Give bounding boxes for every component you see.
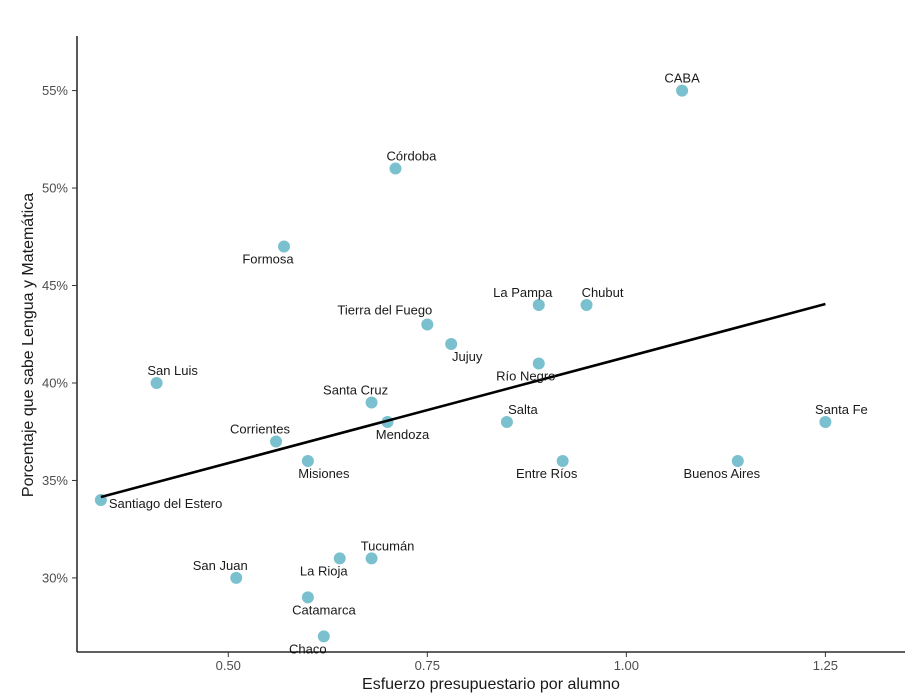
data-point	[556, 454, 569, 467]
y-tick-label: 40%	[42, 375, 68, 390]
data-point	[333, 552, 346, 565]
data-point	[580, 299, 593, 312]
data-point	[301, 591, 314, 604]
x-tick-label: 1.00	[614, 658, 639, 673]
x-tick-label: 0.75	[415, 658, 440, 673]
data-point	[731, 454, 744, 467]
data-point	[365, 552, 378, 565]
y-axis-title: Porcentaje que sabe Lengua y Matemática	[20, 193, 37, 497]
data-point	[389, 162, 402, 175]
point-label: Santa Cruz	[323, 382, 388, 397]
data-point	[365, 396, 378, 409]
data-point	[270, 435, 283, 448]
point-label: Buenos Aires	[684, 466, 761, 481]
point-label: Formosa	[242, 252, 294, 267]
point-label: San Juan	[193, 558, 248, 573]
point-label: Santa Fe	[815, 402, 868, 417]
y-tick-label: 50%	[42, 181, 68, 196]
y-axis-ticks: 30% 35% 40% 45% 50% 55%	[42, 83, 77, 585]
point-label: La Rioja	[300, 563, 348, 578]
x-axis-title: Esfuerzo presupuestario por alumno	[362, 676, 620, 693]
point-label: Entre Ríos	[516, 466, 578, 481]
point-label: Jujuy	[452, 349, 483, 364]
point-label: Santiago del Estero	[109, 496, 222, 511]
y-tick-label: 30%	[42, 570, 68, 585]
y-tick-label: 55%	[42, 83, 68, 98]
point-label: Corrientes	[230, 421, 290, 436]
data-point	[445, 338, 458, 350]
y-tick-label: 35%	[42, 473, 68, 488]
point-label: Misiones	[298, 466, 350, 481]
point-label: Salta	[508, 402, 538, 417]
point-label: Río Negro	[496, 368, 555, 383]
point-label: Chaco	[289, 641, 327, 656]
point-label: Córdoba	[387, 149, 438, 164]
data-point	[421, 318, 434, 331]
y-tick-label: 45%	[42, 278, 68, 293]
plot-area: CABA Córdoba Formosa La Pampa Chubut Tierra d…	[94, 71, 868, 656]
data-point	[532, 357, 545, 370]
point-label: Tierra del Fuego	[337, 303, 432, 318]
data-point	[819, 415, 832, 428]
data-point	[676, 84, 689, 97]
trend-line	[100, 302, 826, 499]
x-tick-label: 0.50	[216, 658, 241, 673]
data-point	[150, 376, 163, 389]
data-point	[230, 571, 243, 584]
x-tick-label: 1.25	[813, 658, 838, 673]
point-label: Catamarca	[292, 602, 356, 617]
point-label: La Pampa	[493, 285, 553, 300]
data-point	[532, 299, 545, 312]
data-point	[317, 630, 330, 643]
point-label: Mendoza	[376, 427, 430, 442]
data-point	[301, 454, 314, 467]
point-label: Tucumán	[361, 538, 415, 553]
point-label: San Luis	[147, 363, 198, 378]
point-label: CABA	[664, 71, 700, 86]
x-axis-ticks: 0.50 0.75 1.00 1.25	[216, 652, 838, 673]
point-label: Chubut	[582, 285, 624, 300]
data-point	[278, 240, 290, 253]
data-point	[500, 415, 513, 428]
